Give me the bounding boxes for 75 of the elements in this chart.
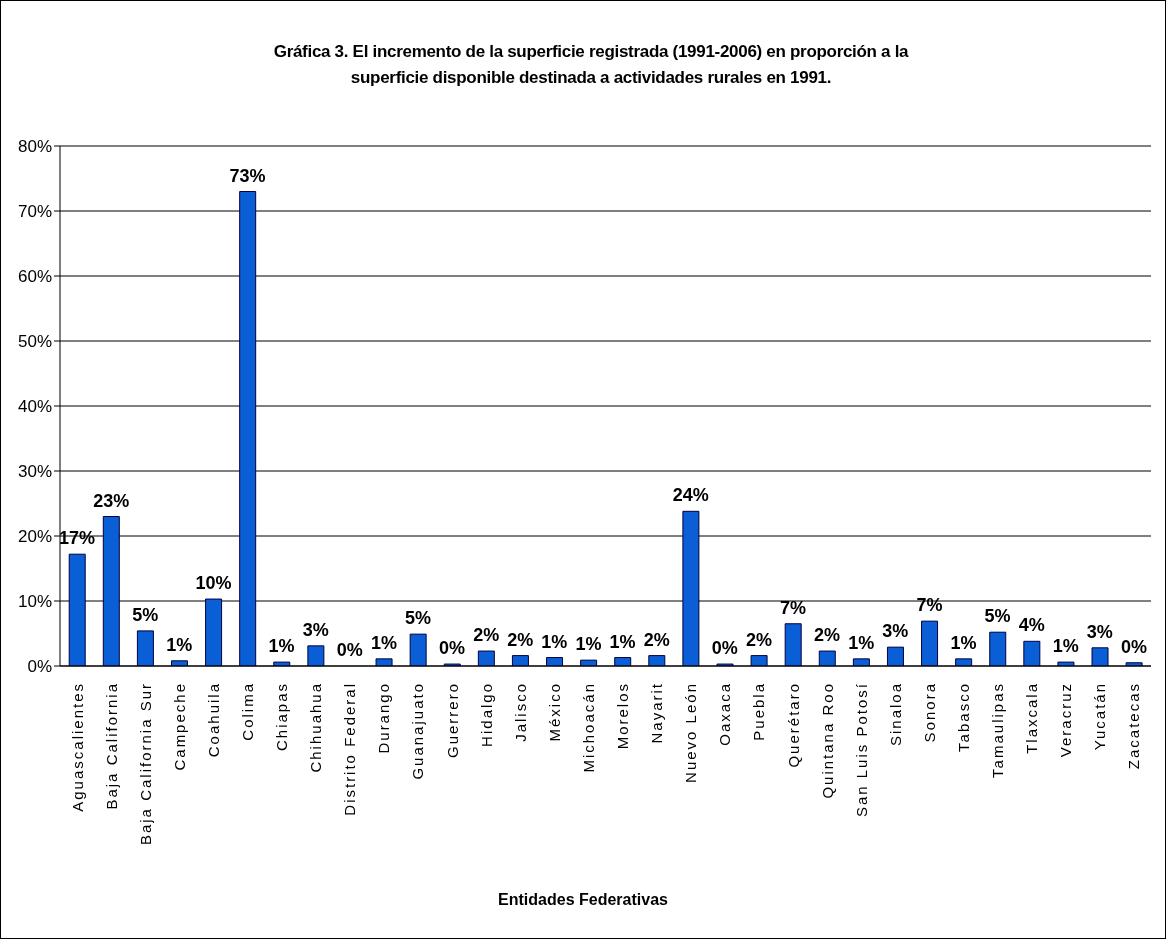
x-tick-label: Guanajuato: [409, 682, 427, 780]
x-tick-label: Distrito Federal: [341, 682, 359, 816]
data-label: 3%: [302, 619, 329, 640]
data-label: 1%: [268, 636, 295, 657]
data-label: 23%: [93, 490, 130, 511]
data-label: 2%: [643, 629, 670, 650]
x-tick-label: Yucatán: [1091, 682, 1109, 751]
data-label: 5%: [404, 608, 431, 629]
x-tick-label: Aguascalientes: [68, 682, 86, 812]
x-tick-label: Michoacán: [579, 682, 597, 773]
data-label: 2%: [745, 629, 772, 650]
data-label: 10%: [195, 573, 232, 594]
data-label: 5%: [984, 606, 1011, 627]
x-tick-label: Chihuahua: [307, 682, 325, 773]
y-tick-label: 30%: [17, 462, 52, 482]
data-label: 1%: [848, 632, 875, 653]
data-label: 2%: [473, 625, 500, 646]
x-tick-label: Nuevo León: [682, 682, 700, 783]
data-label: 7%: [780, 597, 807, 618]
data-label: 1%: [950, 632, 977, 653]
x-tick-label: Zacatecas: [1125, 682, 1143, 770]
y-tick-label: 20%: [17, 527, 52, 547]
x-tick-label: Tlaxcala: [1023, 682, 1041, 754]
x-tick-label: Morelos: [614, 682, 632, 750]
x-tick-label: Oaxaca: [716, 682, 734, 746]
x-tick-label: Veracruz: [1057, 682, 1075, 758]
x-tick-label: Jalisco: [511, 682, 529, 742]
x-tick-label: Baja California Sur: [136, 682, 154, 846]
data-label: 3%: [1086, 621, 1113, 642]
data-label: 1%: [370, 632, 397, 653]
data-label: 17%: [59, 528, 96, 549]
y-tick-label: 40%: [17, 397, 52, 417]
data-label: 2%: [507, 629, 534, 650]
y-tick-label: 70%: [17, 202, 52, 222]
x-tick-label: Colima: [239, 682, 257, 741]
x-tick-label: México: [545, 682, 563, 742]
x-tick-label: Nayarit: [648, 682, 666, 744]
data-label: 1%: [575, 634, 602, 655]
x-tick-label: Quintana Roo: [818, 682, 836, 799]
data-label: 7%: [916, 595, 943, 616]
x-tick-label: Campeche: [170, 682, 188, 771]
x-tick-label: San Luis Potosí: [852, 682, 870, 818]
x-tick-label: Chiapas: [273, 682, 291, 752]
x-tick-label: Guerrero: [443, 682, 461, 759]
x-tick-label: Tamaulipas: [989, 682, 1007, 778]
y-tick-label: 10%: [17, 592, 52, 612]
x-tick-label: Querétaro: [784, 682, 802, 768]
data-label: 0%: [336, 640, 363, 660]
data-label: 73%: [229, 165, 266, 186]
data-label: 1%: [166, 634, 193, 655]
data-label: 0%: [1120, 636, 1147, 657]
data-label: 1%: [541, 631, 568, 652]
x-tick-label: Sonora: [920, 682, 938, 743]
data-label: 5%: [132, 604, 159, 625]
data-label: 3%: [882, 621, 909, 642]
data-label: 2%: [814, 625, 841, 646]
x-tick-label: Baja California: [102, 682, 120, 810]
data-label: 0%: [711, 638, 738, 659]
data-label: 0%: [439, 638, 466, 659]
x-tick-label: Sinaloa: [886, 682, 904, 747]
y-tick-label: 0%: [27, 657, 52, 677]
x-tick-label: Puebla: [750, 682, 768, 741]
x-axis-title: Entidades Federativas: [497, 891, 669, 909]
data-label: 24%: [672, 485, 709, 506]
x-tick-label: Tabasco: [954, 682, 972, 752]
y-tick-label: 60%: [17, 267, 52, 287]
x-tick-label: Hidalgo: [477, 682, 495, 747]
y-tick-label: 50%: [17, 332, 52, 352]
x-tick-label: Durango: [375, 682, 393, 754]
data-label: 1%: [1052, 636, 1079, 657]
data-label: 1%: [609, 631, 636, 652]
chart-title: Gráfica 3. El incremento de la superficie registrada (1991-2006) en proporción a la superficie disponible destinada a actividades rurales en 1991.: [272, 41, 910, 89]
y-tick-label: 80%: [17, 137, 52, 157]
x-tick-label: Coahuila: [204, 682, 222, 758]
data-label: 4%: [1018, 615, 1045, 636]
